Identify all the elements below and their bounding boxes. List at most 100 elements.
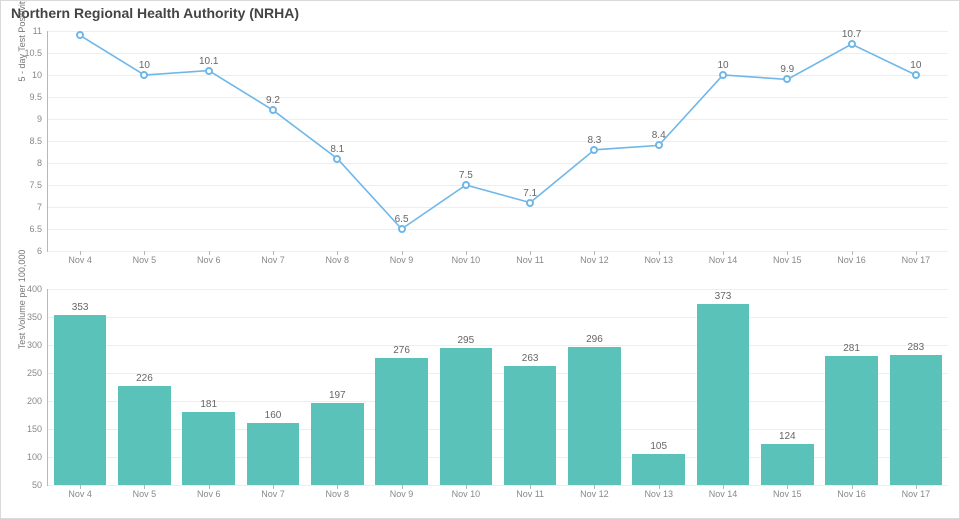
volume-bar (697, 304, 750, 485)
bar-value-label: 197 (329, 390, 346, 401)
volume-bar (182, 412, 235, 485)
x-tick-label: Nov 5 (133, 489, 157, 499)
bar-value-label: 124 (779, 431, 796, 442)
x-tick-label: Nov 4 (68, 255, 92, 265)
line-point-label: 6.5 (395, 214, 409, 225)
y-tick-label: 8 (37, 158, 42, 168)
line-point-label: 10.7 (842, 29, 861, 40)
volume-bar (761, 444, 814, 485)
bar-value-label: 296 (586, 334, 603, 345)
line-point (848, 40, 856, 48)
y-tick-label: 6.5 (29, 224, 42, 234)
line-point-label: 10 (139, 60, 150, 71)
y-tick-label: 8.5 (29, 136, 42, 146)
line-point-label: 8.4 (652, 130, 666, 141)
y-tick-label: 50 (32, 480, 42, 490)
bar-value-label: 295 (458, 335, 475, 346)
x-tick-label: Nov 15 (773, 255, 802, 265)
line-point-label: 8.3 (587, 135, 601, 146)
line-point (398, 225, 406, 233)
bar-value-label: 353 (72, 302, 89, 313)
x-tick-label: Nov 11 (516, 255, 544, 265)
x-tick-label: Nov 13 (644, 489, 673, 499)
gridline (48, 401, 948, 402)
line-point (205, 67, 213, 75)
chart-panel: Northern Regional Health Authority (NRHA… (0, 0, 960, 519)
volume-bar (825, 356, 878, 485)
x-tick-label: Nov 15 (773, 489, 802, 499)
line-point-label: 7.1 (523, 187, 537, 198)
panel-title: Northern Regional Health Authority (NRHA… (11, 5, 299, 21)
line-point (719, 71, 727, 79)
volume-bar (440, 348, 493, 485)
bar-value-label: 181 (200, 399, 217, 410)
volume-bar (375, 358, 428, 485)
x-tick-label: Nov 17 (902, 255, 931, 265)
line-point-label: 10.1 (199, 55, 218, 66)
volume-bar (54, 315, 107, 485)
y-tick-label: 6 (37, 246, 42, 256)
line-point (140, 71, 148, 79)
x-tick-label: Nov 16 (837, 489, 866, 499)
line-point (590, 146, 598, 154)
y-tick-label: 100 (27, 452, 42, 462)
y-tick-label: 7 (37, 202, 42, 212)
x-tick-label: Nov 9 (390, 489, 414, 499)
y-tick-label: 9.5 (29, 92, 42, 102)
bar-value-label: 160 (265, 410, 282, 421)
x-tick-label: Nov 12 (580, 489, 609, 499)
y-tick-label: 400 (27, 284, 42, 294)
x-tick-label: Nov 8 (326, 489, 350, 499)
positivity-line-chart: 5 - day Test Positivity Rate per 100 66.… (25, 27, 953, 275)
bar-chart-y-title: Test Volume per 100,000 (17, 250, 27, 350)
volume-bar (247, 423, 300, 485)
y-tick-label: 11 (33, 26, 42, 36)
bar-value-label: 263 (522, 353, 539, 364)
y-tick-label: 10 (32, 70, 42, 80)
gridline (48, 345, 948, 346)
bar-value-label: 105 (650, 441, 667, 452)
line-point (783, 75, 791, 83)
gridline (48, 251, 948, 252)
gridline (48, 485, 948, 486)
line-point (526, 199, 534, 207)
x-tick-label: Nov 13 (644, 255, 673, 265)
x-tick-label: Nov 12 (580, 255, 609, 265)
x-tick-label: Nov 10 (452, 489, 481, 499)
y-tick-label: 150 (27, 424, 42, 434)
y-tick-label: 10.5 (24, 48, 42, 58)
y-tick-label: 200 (27, 396, 42, 406)
x-tick-label: Nov 7 (261, 255, 285, 265)
line-point-label: 7.5 (459, 170, 473, 181)
x-tick-label: Nov 4 (68, 489, 92, 499)
line-point (462, 181, 470, 189)
line-point-label: 10 (910, 60, 921, 71)
x-tick-label: Nov 17 (902, 489, 931, 499)
x-tick-label: Nov 5 (133, 255, 157, 265)
x-tick-label: Nov 9 (390, 255, 414, 265)
y-tick-label: 250 (27, 368, 42, 378)
bar-value-label: 226 (136, 373, 153, 384)
x-tick-label: Nov 14 (709, 489, 738, 499)
y-tick-label: 9 (37, 114, 42, 124)
line-point-label: 9.9 (780, 64, 794, 75)
x-tick-label: Nov 11 (516, 489, 544, 499)
volume-bar (890, 355, 943, 485)
bar-chart-plot: 50100150200250300350400Nov 4Nov 5Nov 6No… (47, 289, 948, 486)
volume-bar (311, 403, 364, 485)
x-tick-label: Nov 6 (197, 489, 221, 499)
line-point (76, 31, 84, 39)
line-chart-y-title: 5 - day Test Positivity Rate per 100 (17, 0, 27, 82)
line-point (655, 141, 663, 149)
bar-value-label: 373 (715, 291, 732, 302)
volume-bar (118, 386, 171, 485)
y-tick-label: 7.5 (29, 180, 42, 190)
bar-value-label: 283 (908, 342, 925, 353)
volume-bar-chart: Test Volume per 100,000 5010015020025030… (25, 287, 953, 511)
volume-bar (632, 454, 685, 485)
x-tick-label: Nov 6 (197, 255, 221, 265)
y-tick-label: 350 (27, 312, 42, 322)
line-point (269, 106, 277, 114)
line-chart-plot: 66.577.588.599.51010.511Nov 4Nov 5Nov 6N… (47, 31, 948, 252)
bar-value-label: 281 (843, 343, 860, 354)
